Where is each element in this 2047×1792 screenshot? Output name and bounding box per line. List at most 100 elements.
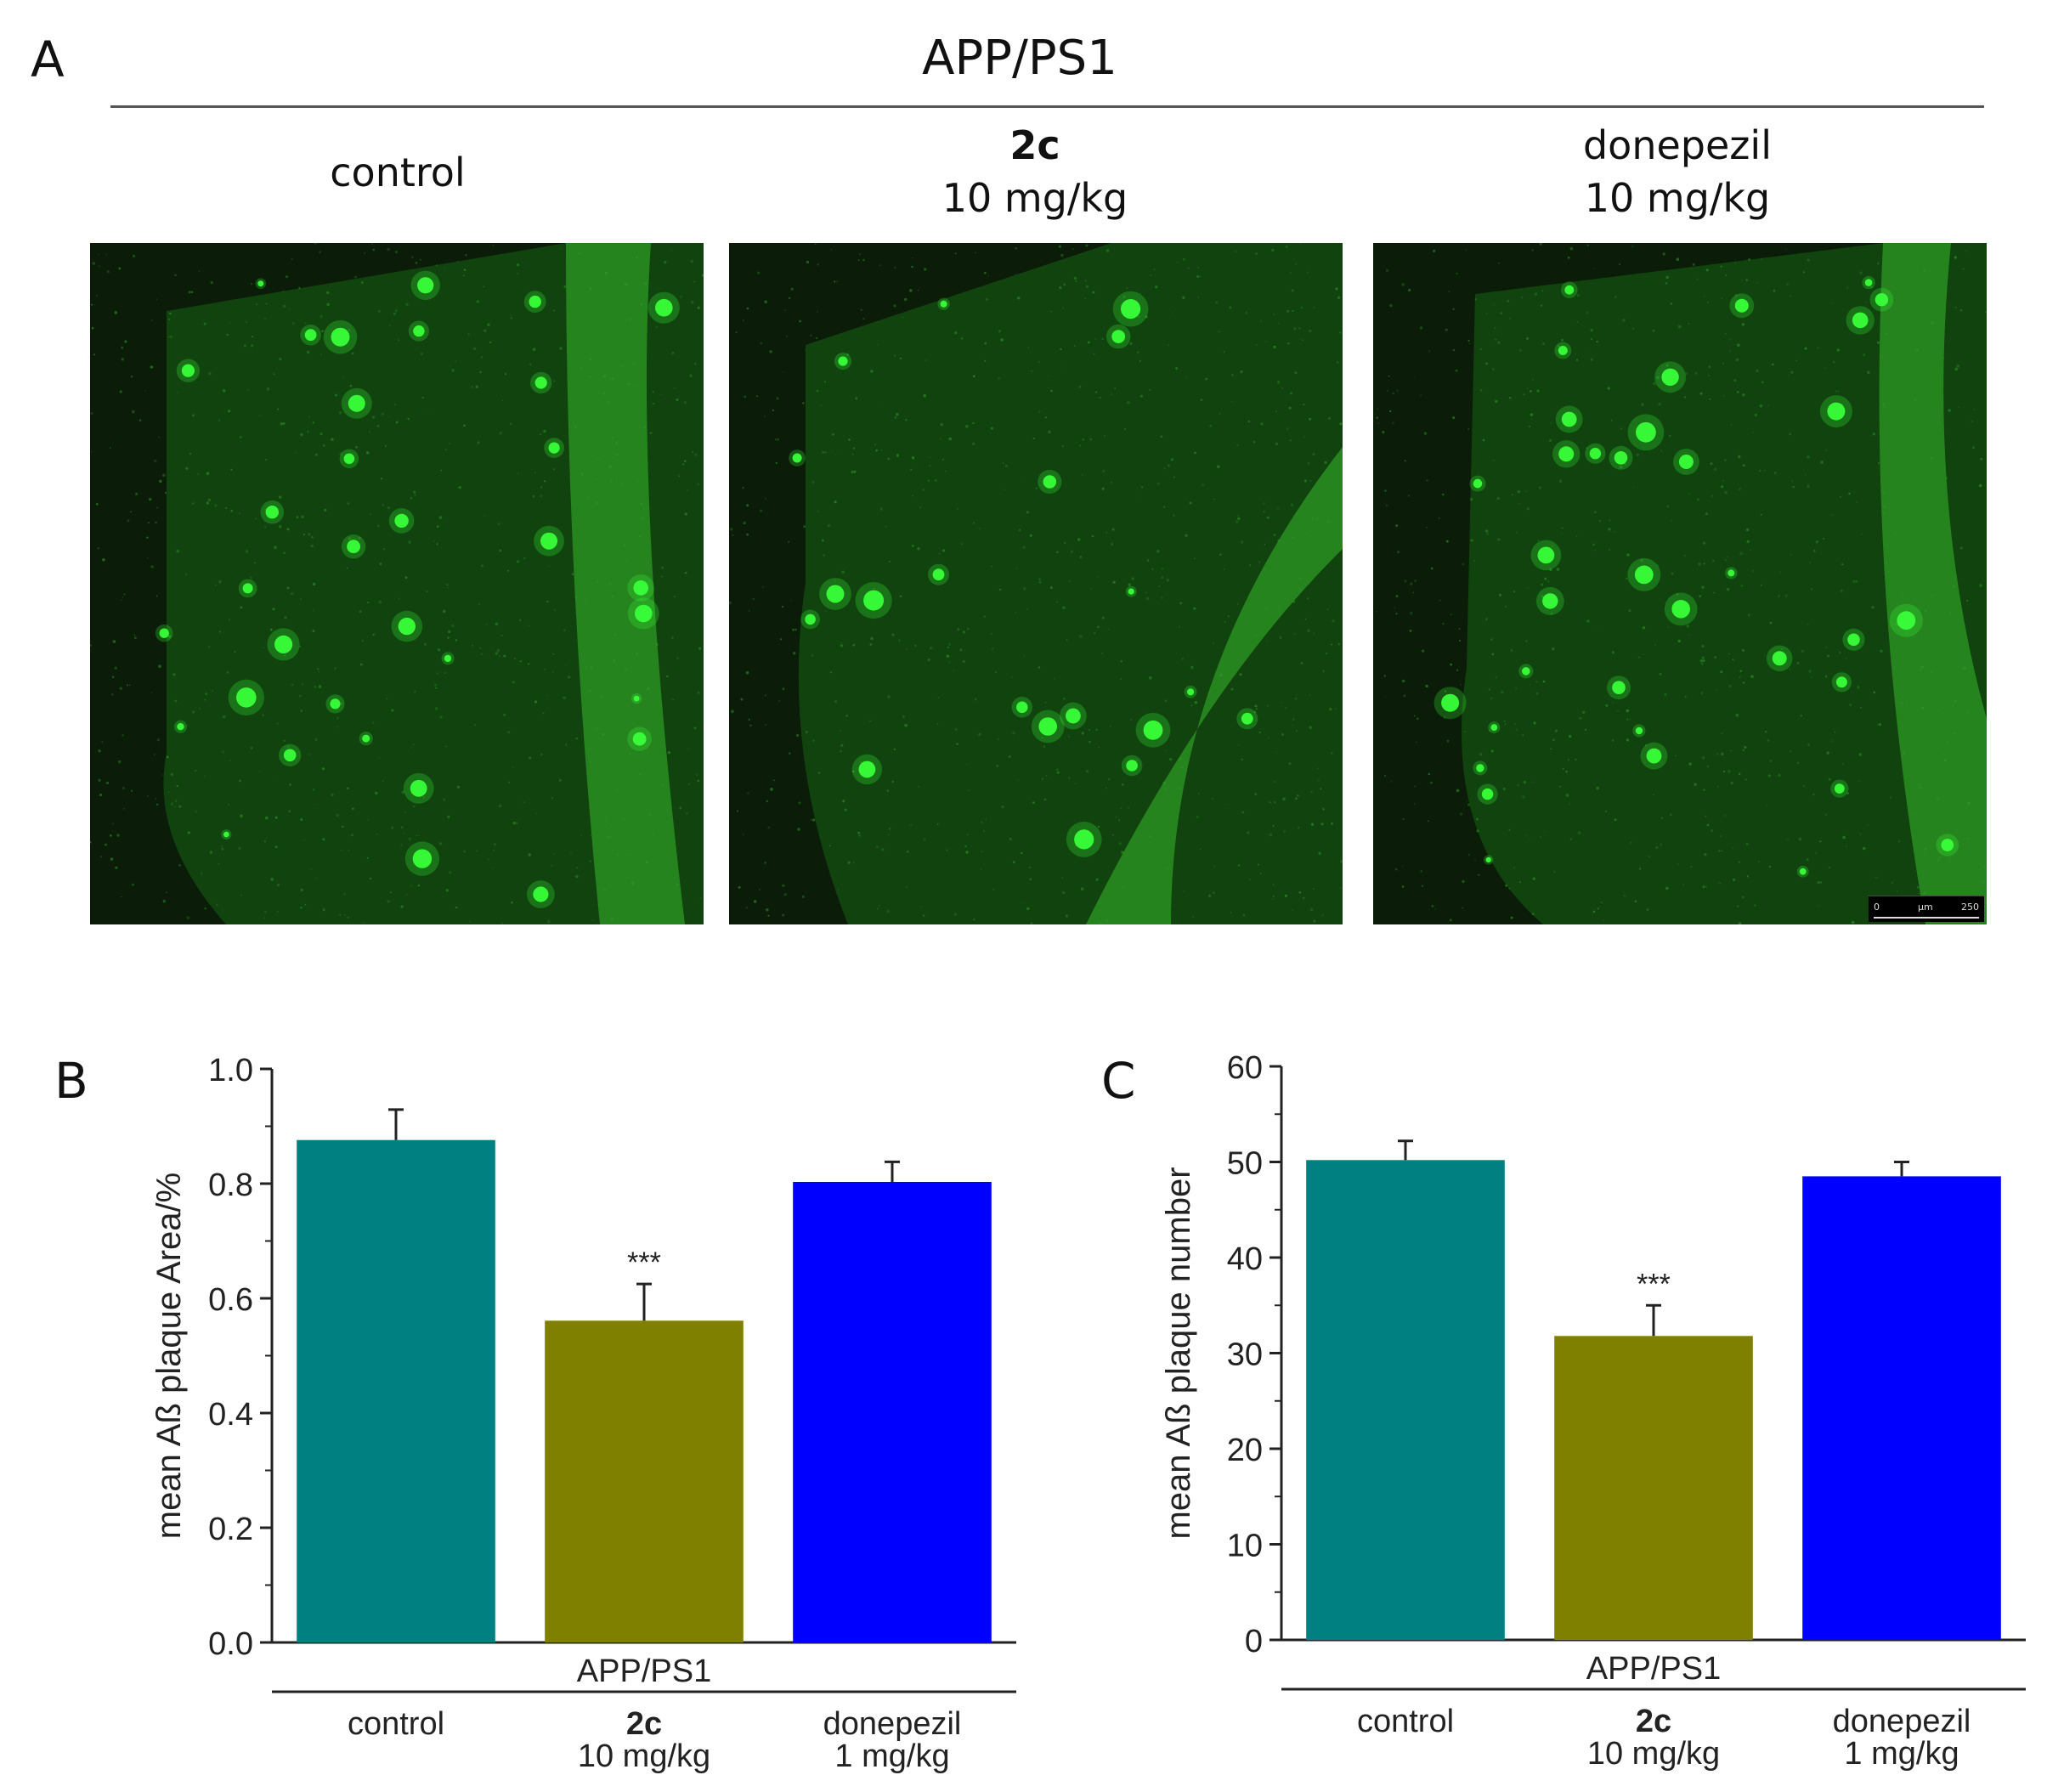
tissue-speckle	[1824, 676, 1828, 678]
tissue-speckle	[886, 789, 889, 792]
tissue-speckle	[816, 389, 819, 393]
tissue-speckle	[779, 638, 783, 641]
tissue-speckle	[215, 584, 217, 586]
tissue-speckle	[1258, 863, 1259, 866]
tissue-speckle	[824, 451, 827, 454]
tissue-speckle	[519, 619, 522, 622]
tissue-speckle	[899, 595, 902, 598]
tissue-speckle	[1697, 498, 1699, 501]
tissue-speckle	[1063, 283, 1066, 286]
tissue-speckle	[589, 376, 591, 378]
tissue-speckle	[331, 793, 334, 797]
tissue-speckle	[1167, 867, 1169, 869]
tissue-speckle	[1433, 249, 1436, 252]
tissue-speckle	[469, 921, 471, 923]
tissue-speckle	[174, 274, 177, 277]
tissue-speckle	[500, 634, 503, 637]
tissue-speckle	[364, 252, 366, 254]
tissue-speckle	[1919, 892, 1920, 895]
tissue-speckle	[199, 708, 201, 710]
tissue-speckle	[1097, 576, 1099, 578]
tissue-speckle	[204, 698, 206, 701]
tissue-speckle	[910, 824, 913, 826]
tissue-speckle	[608, 583, 612, 586]
tissue-speckle	[1750, 675, 1754, 678]
tissue-speckle	[917, 547, 920, 551]
tissue-speckle	[1122, 295, 1126, 299]
tissue-speckle	[1526, 387, 1529, 390]
tissue-speckle	[317, 668, 319, 670]
tissue-speckle	[580, 367, 582, 370]
tissue-speckle	[265, 816, 269, 820]
tissue-speckle	[1620, 427, 1623, 430]
tissue-speckle	[1738, 922, 1742, 924]
tissue-speckle	[769, 350, 772, 353]
tissue-speckle	[1826, 751, 1829, 755]
tissue-speckle	[1217, 465, 1220, 468]
tissue-speckle	[740, 698, 744, 701]
tissue-speckle	[256, 303, 257, 305]
tissue-speckle	[1863, 353, 1866, 357]
tissue-speckle	[1167, 344, 1169, 347]
tissue-speckle	[312, 421, 314, 424]
tissue-speckle	[1482, 438, 1485, 442]
tissue-speckle	[204, 907, 207, 910]
amyloid-plaque	[534, 376, 547, 389]
tissue-speckle	[1660, 817, 1663, 819]
tissue-speckle	[1098, 746, 1100, 749]
tissue-speckle	[1963, 666, 1966, 670]
tissue-speckle	[1590, 328, 1593, 332]
y-tick-label: 1.0	[208, 1053, 253, 1088]
tissue-speckle	[851, 470, 854, 474]
tissue-speckle	[1428, 350, 1431, 353]
tissue-speckle	[1709, 398, 1711, 400]
tissue-speckle	[118, 267, 122, 270]
tissue-speckle	[1703, 296, 1705, 297]
tissue-speckle	[1376, 611, 1377, 613]
tissue-speckle	[369, 877, 372, 880]
tissue-speckle	[214, 504, 218, 507]
tissue-speckle	[1702, 659, 1705, 662]
tissue-speckle	[178, 805, 182, 808]
tissue-speckle	[347, 502, 350, 505]
tissue-speckle	[1229, 642, 1231, 643]
tissue-speckle	[1255, 252, 1258, 255]
category-label: control	[1357, 1704, 1454, 1739]
tissue-speckle	[965, 851, 969, 854]
tissue-speckle	[1292, 536, 1294, 539]
tissue-speckle	[644, 282, 647, 285]
tissue-speckle	[523, 801, 525, 803]
tissue-speckle	[1683, 396, 1686, 399]
tissue-speckle	[1720, 265, 1722, 268]
tissue-speckle	[348, 329, 351, 331]
amyloid-plaque	[1126, 760, 1138, 772]
tissue-speckle	[673, 387, 676, 389]
tissue-speckle	[133, 634, 136, 636]
tissue-speckle	[1813, 549, 1816, 552]
tissue-speckle	[1496, 496, 1500, 500]
tissue-speckle	[210, 280, 214, 285]
tissue-speckle	[1769, 621, 1773, 625]
tissue-speckle	[857, 831, 861, 834]
tissue-speckle	[372, 721, 375, 724]
tissue-speckle	[1728, 685, 1732, 688]
tissue-speckle	[1392, 393, 1394, 395]
tissue-speckle	[1462, 563, 1464, 565]
tissue-speckle	[1502, 787, 1506, 790]
tissue-speckle	[1552, 738, 1555, 741]
tissue-speckle	[1746, 540, 1750, 544]
tissue-speckle	[1883, 512, 1885, 514]
tissue-speckle	[1179, 602, 1183, 605]
tissue-speckle	[671, 352, 675, 354]
tissue-speckle	[1300, 307, 1303, 309]
tissue-speckle	[347, 787, 349, 790]
tissue-speckle	[423, 796, 425, 798]
tissue-speckle	[130, 375, 133, 378]
tissue-speckle	[97, 547, 99, 550]
tissue-speckle	[377, 524, 380, 528]
tissue-speckle	[401, 790, 404, 794]
amyloid-plaque	[1043, 475, 1057, 489]
tissue-speckle	[1450, 613, 1452, 616]
amyloid-plaque	[1241, 712, 1253, 725]
tissue-speckle	[178, 864, 181, 867]
